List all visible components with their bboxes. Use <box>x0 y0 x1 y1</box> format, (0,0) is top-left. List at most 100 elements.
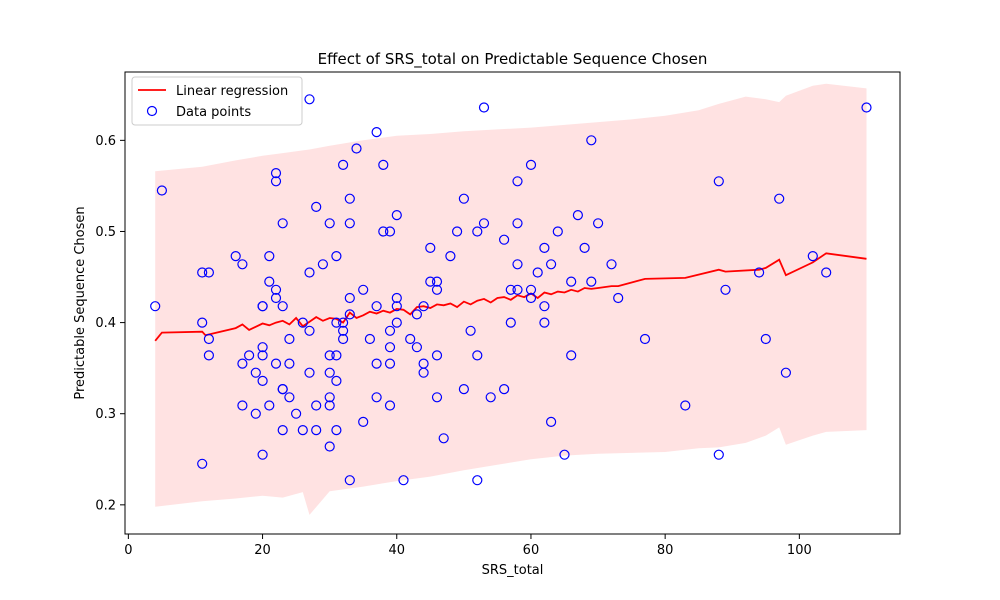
data-point <box>539 242 550 253</box>
data-point <box>324 400 335 411</box>
x-tick-label: 80 <box>657 543 674 558</box>
data-point <box>807 251 818 262</box>
data-point <box>297 317 308 328</box>
data-point <box>338 317 349 328</box>
data-point <box>197 458 208 469</box>
y-tick-label: 0.3 <box>95 407 116 422</box>
data-point <box>458 384 469 395</box>
data-point <box>371 127 382 138</box>
data-point <box>324 392 335 403</box>
data-point <box>418 301 429 312</box>
data-point <box>512 218 523 229</box>
data-point <box>364 333 375 345</box>
data-point <box>445 251 456 262</box>
legend-label-points: Data points <box>176 105 251 120</box>
legend-label-regression: Linear regression <box>176 84 288 99</box>
data-point <box>257 449 268 460</box>
data-point <box>264 251 275 262</box>
data-point <box>317 259 328 270</box>
data-point <box>324 441 335 452</box>
y-tick-label: 0.6 <box>95 134 116 149</box>
plot-frame <box>124 71 901 535</box>
data-point <box>680 400 691 411</box>
data-point <box>760 333 771 345</box>
data-point <box>277 218 288 229</box>
data-point <box>304 325 315 336</box>
data-point <box>237 259 248 270</box>
data-point <box>391 317 402 328</box>
data-point <box>237 400 248 411</box>
data-point <box>425 242 436 253</box>
x-axis-label: SRS_total <box>482 563 544 578</box>
data-point <box>291 408 302 419</box>
data-point <box>405 333 416 345</box>
y-axis-label: Predictable Sequence Chosen <box>73 206 88 399</box>
data-point <box>304 367 315 378</box>
plot-area <box>150 83 872 515</box>
data-point <box>472 475 483 486</box>
data-point <box>344 193 355 204</box>
data-point <box>452 226 463 237</box>
data-point <box>566 350 577 361</box>
data-point <box>465 325 476 336</box>
data-point <box>331 425 342 436</box>
data-point <box>398 475 409 486</box>
data-point <box>438 433 449 444</box>
data-point <box>525 159 537 170</box>
data-point <box>284 333 295 345</box>
data-point <box>284 358 295 369</box>
data-point <box>270 176 282 187</box>
data-point <box>203 350 214 361</box>
data-point <box>431 392 443 403</box>
data-point <box>391 301 402 312</box>
legend-circle-marker <box>146 105 158 117</box>
data-point <box>338 333 349 345</box>
data-point <box>344 292 355 304</box>
data-point <box>384 400 396 411</box>
chart-title: Effect of SRS_total on Predictable Seque… <box>318 50 708 69</box>
data-point <box>780 367 792 378</box>
data-point <box>592 218 604 229</box>
data-point <box>472 226 483 237</box>
data-point <box>539 301 550 312</box>
data-point <box>311 425 322 436</box>
regression-line-layer <box>154 252 867 342</box>
data-point <box>197 267 208 278</box>
data-point <box>384 342 396 353</box>
data-point <box>324 218 335 229</box>
data-point <box>378 226 389 237</box>
data-point <box>351 143 362 154</box>
x-tick-label: 0 <box>124 543 132 558</box>
data-point <box>257 350 268 361</box>
y-tick-label: 0.4 <box>95 316 116 331</box>
data-point <box>338 159 349 170</box>
data-point <box>411 309 422 320</box>
data-point <box>613 292 624 304</box>
y-axis: 0.2 0.3 0.4 0.5 0.6 <box>95 134 125 513</box>
regression-line <box>154 252 867 342</box>
data-point <box>264 400 275 411</box>
data-point <box>572 210 584 221</box>
data-point <box>284 392 295 403</box>
data-point <box>713 176 724 187</box>
data-point <box>505 284 516 295</box>
data-point <box>391 210 402 221</box>
data-point <box>311 201 322 212</box>
data-point <box>277 384 288 395</box>
data-point <box>230 251 241 262</box>
data-point <box>277 425 288 436</box>
x-tick-label: 40 <box>388 543 405 558</box>
data-point <box>425 276 436 287</box>
data-point <box>579 242 590 253</box>
data-point <box>338 325 349 336</box>
data-point <box>156 185 167 196</box>
data-point <box>311 400 322 411</box>
data-point <box>552 226 563 237</box>
data-point <box>586 276 597 287</box>
data-point <box>304 94 315 105</box>
data-point <box>331 375 342 386</box>
data-point <box>277 301 288 312</box>
data-point <box>431 350 443 361</box>
data-point <box>331 317 342 328</box>
data-point <box>331 350 342 361</box>
